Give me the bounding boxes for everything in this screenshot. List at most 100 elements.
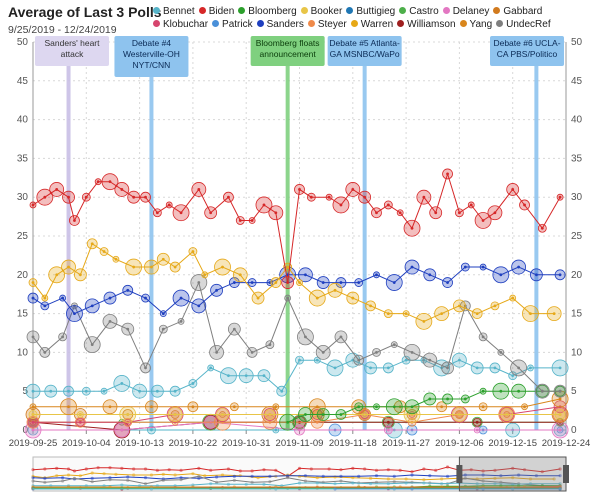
data-point-center-delaney [558,428,562,432]
legend-item-booker[interactable]: Booker [300,5,342,18]
data-point-center-undecref [410,351,414,354]
data-point-center-yang [150,405,153,409]
data-point-center-undecref [517,366,521,370]
navigator-point-warren [368,476,373,480]
data-point-center-undecref [161,327,165,331]
legend-item-bloomberg[interactable]: Bloomberg [238,5,297,18]
legend-item-williamson[interactable]: Williamson [397,18,456,31]
navigator-point-undecref [90,480,94,484]
legend-item-gabbard[interactable]: Gabbard [493,5,542,18]
navigator-point-biden [155,468,159,472]
legend-item-buttigieg[interactable]: Buttigieg [346,5,395,18]
navigator-point-sanders [357,474,361,478]
navigator-selection[interactable] [458,456,567,492]
x-tick-label: 2019-12-24 [542,438,591,449]
navigator-point-warren [404,477,408,481]
data-point-center-buttigieg [155,389,159,393]
data-point-center-biden [511,188,515,191]
data-point-center-warren [333,288,337,292]
series-booker [28,406,566,423]
series-line-warren [32,243,555,322]
legend-item-undecref[interactable]: UndecRef [496,18,551,31]
navigator-point-biden [410,470,414,474]
data-point-center-bloomberg [357,405,361,409]
event-band-4 [362,42,367,430]
data-point-center-steyer [315,420,319,424]
legend-dot-icon [346,6,354,14]
navigator-point-buttigieg [280,484,284,488]
legend-label: Bloomberg [248,6,297,17]
legend-dot-icon [350,19,358,27]
data-point-center-undecref [499,351,503,354]
navigator-point-biden [31,468,35,472]
data-point-center-sanders [215,288,218,292]
navigator-point-undecref [43,480,47,484]
legend-item-castro[interactable]: Castro [399,5,439,18]
navigator-point-biden [72,469,77,473]
data-point-center-buttigieg [475,366,479,370]
data-point-center-biden [274,211,278,215]
navigator-point-undecref [161,478,165,482]
data-point-center-biden [262,203,266,207]
data-point-center-sanders [339,281,343,284]
data-point-center-warren [351,296,355,300]
event-label-line: CA PBS/Politico [497,49,558,59]
data-point-center-warren [150,265,153,269]
navigator-point-warren [55,474,59,478]
data-point-center-biden [422,195,426,199]
navigator-point-warren [173,473,177,477]
navigator-handle-left[interactable] [456,465,463,483]
legend-item-klobuchar[interactable]: Klobuchar [153,18,208,31]
navigator-point-warren [90,471,94,475]
data-point-center-warren [298,281,301,284]
navigator-point-biden [238,469,242,473]
data-point-center-warren [422,319,426,323]
navigator-point-sanders [31,476,35,480]
x-tick-label: 2019-10-04 [62,438,111,449]
legend-label: Bennet [163,6,195,17]
legend-item-biden[interactable]: Biden [198,5,234,18]
navigator-point-biden [96,466,100,470]
data-point-center-biden [84,195,88,199]
legend-item-sanders[interactable]: Sanders [256,18,304,31]
y-tick-label-left: 35 [17,153,29,164]
data-point-center-bloomberg [463,397,467,401]
data-point-center-buttigieg [262,374,266,378]
legend-item-yang[interactable]: Yang [459,18,492,31]
navigator-point-warren [422,478,426,482]
event-label-5: Debate #6 UCLA-CA PBS/Politico [490,36,564,66]
data-point-center-sanders [31,296,35,300]
navigator-handle-right[interactable] [563,465,569,483]
legend-item-warren[interactable]: Warren [350,18,393,31]
data-point-center-warren [191,250,195,253]
data-point-center-biden [469,203,473,207]
data-point-center-buttigieg [458,358,461,362]
data-point-center-sanders [321,281,325,284]
data-point-center-buttigieg [173,389,177,393]
navigator-point-undecref [31,479,35,483]
navigator-point-patrick [558,487,562,491]
data-point-center-sanders [90,304,94,308]
data-point-center-yang [31,405,35,409]
y-tick-label-right: 20 [571,270,583,281]
legend-item-delaney[interactable]: Delaney [442,5,489,18]
navigator-point-warren [493,476,497,480]
legend-item-steyer[interactable]: Steyer [307,18,347,31]
data-point-center-undecref [375,351,378,354]
legend-item-patrick[interactable]: Patrick [212,18,253,31]
data-point-center-williamson [386,420,390,424]
event-band-1 [66,42,71,430]
data-point-center-buttigieg [209,366,213,370]
data-point-center-undecref [304,335,307,339]
navigator-point-biden [540,470,544,474]
legend-label: Patrick [222,19,253,30]
data-point-center-bloomberg [304,413,307,416]
data-point-center-booker [268,413,272,416]
y-tick-label-right: 35 [571,153,583,164]
navigator-point-biden [469,468,473,472]
data-point-center-biden [327,195,331,199]
legend-item-bennet[interactable]: Bennet [153,5,195,18]
data-point-center-booker [505,413,509,416]
data-point-center-yang [232,405,236,409]
